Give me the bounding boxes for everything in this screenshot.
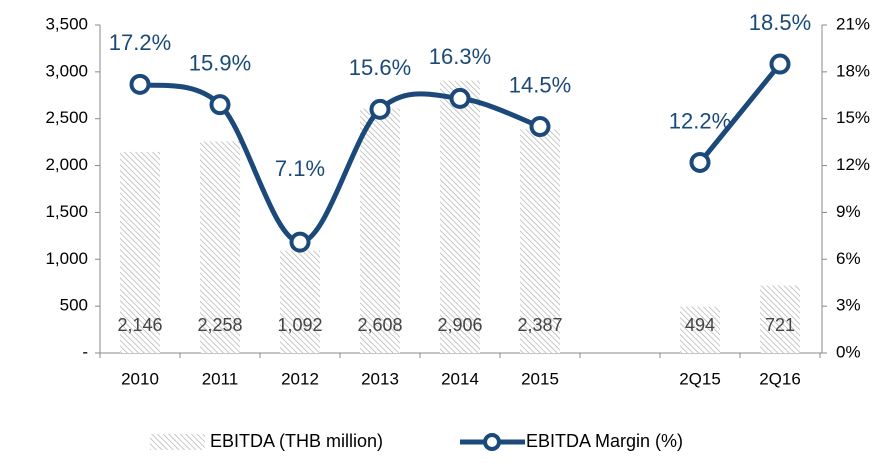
- line-value-label: 18.5%: [749, 10, 811, 35]
- y2-tick-label: 15%: [836, 108, 870, 127]
- bar: [360, 108, 400, 353]
- line-marker: [369, 98, 391, 120]
- y-tick-label: 500: [60, 296, 88, 315]
- bar: [680, 306, 720, 353]
- y2-tick-label: 0%: [836, 342, 861, 361]
- y-tick-label: 3,000: [45, 61, 88, 80]
- bar: [280, 250, 320, 353]
- bar-value-label: 2,258: [197, 315, 242, 335]
- y2-tick-label: 21%: [836, 14, 870, 33]
- line-value-label: 15.9%: [189, 50, 251, 75]
- bar-value-label: 2,906: [437, 315, 482, 335]
- x-tick-label: 2010: [121, 369, 159, 388]
- line-marker: [289, 231, 311, 253]
- legend-swatch: [150, 434, 205, 450]
- bar-value-label: 1,092: [277, 315, 322, 335]
- bar-value-label: 2,146: [117, 315, 162, 335]
- x-tick-label: 2012: [281, 369, 319, 388]
- bar: [440, 80, 480, 353]
- y-tick-label: 2,000: [45, 155, 88, 174]
- line-marker: [529, 116, 551, 138]
- legend-marker: [483, 433, 501, 451]
- x-tick-label: 2013: [361, 369, 399, 388]
- bar-value-label: 721: [765, 315, 795, 335]
- bar-value-label: 2,608: [357, 315, 402, 335]
- bar: [760, 285, 800, 353]
- line-marker: [209, 94, 231, 116]
- line-marker: [689, 151, 711, 173]
- x-tick-label: 2Q16: [759, 369, 801, 388]
- x-tick-label: 2011: [202, 369, 239, 388]
- bar: [120, 151, 160, 353]
- legend-label: EBITDA (THB million): [210, 431, 383, 451]
- bar-value-label: 494: [685, 315, 715, 335]
- y2-tick-label: 18%: [836, 61, 870, 80]
- y-tick-label: 1,500: [45, 202, 88, 221]
- line-marker: [769, 53, 791, 75]
- line-marker: [129, 73, 151, 95]
- x-tick-label: 2Q15: [679, 369, 721, 388]
- y-tick-label: 1,000: [45, 249, 88, 268]
- line-value-label: 14.5%: [509, 72, 571, 97]
- legend-label: EBITDA Margin (%): [526, 431, 683, 451]
- x-tick-label: 2014: [441, 369, 479, 388]
- line-value-label: 7.1%: [275, 156, 325, 181]
- y-tick-label: 2,500: [45, 108, 88, 127]
- y2-tick-label: 6%: [836, 249, 861, 268]
- y2-tick-label: 12%: [836, 155, 870, 174]
- bar: [200, 141, 240, 353]
- bar: [520, 129, 560, 353]
- bar-value-label: 2,387: [517, 315, 562, 335]
- line-value-label: 17.2%: [109, 30, 171, 55]
- y2-tick-label: 9%: [836, 202, 861, 221]
- y-tick-label: 3,500: [45, 14, 88, 33]
- y2-tick-label: 3%: [836, 296, 861, 315]
- line-value-label: 16.3%: [429, 44, 491, 69]
- line-value-label: 12.2%: [669, 108, 731, 133]
- line-marker: [449, 87, 471, 109]
- line-value-label: 15.6%: [349, 55, 411, 80]
- y-tick-label: -: [82, 342, 88, 361]
- x-tick-label: 2015: [521, 369, 559, 388]
